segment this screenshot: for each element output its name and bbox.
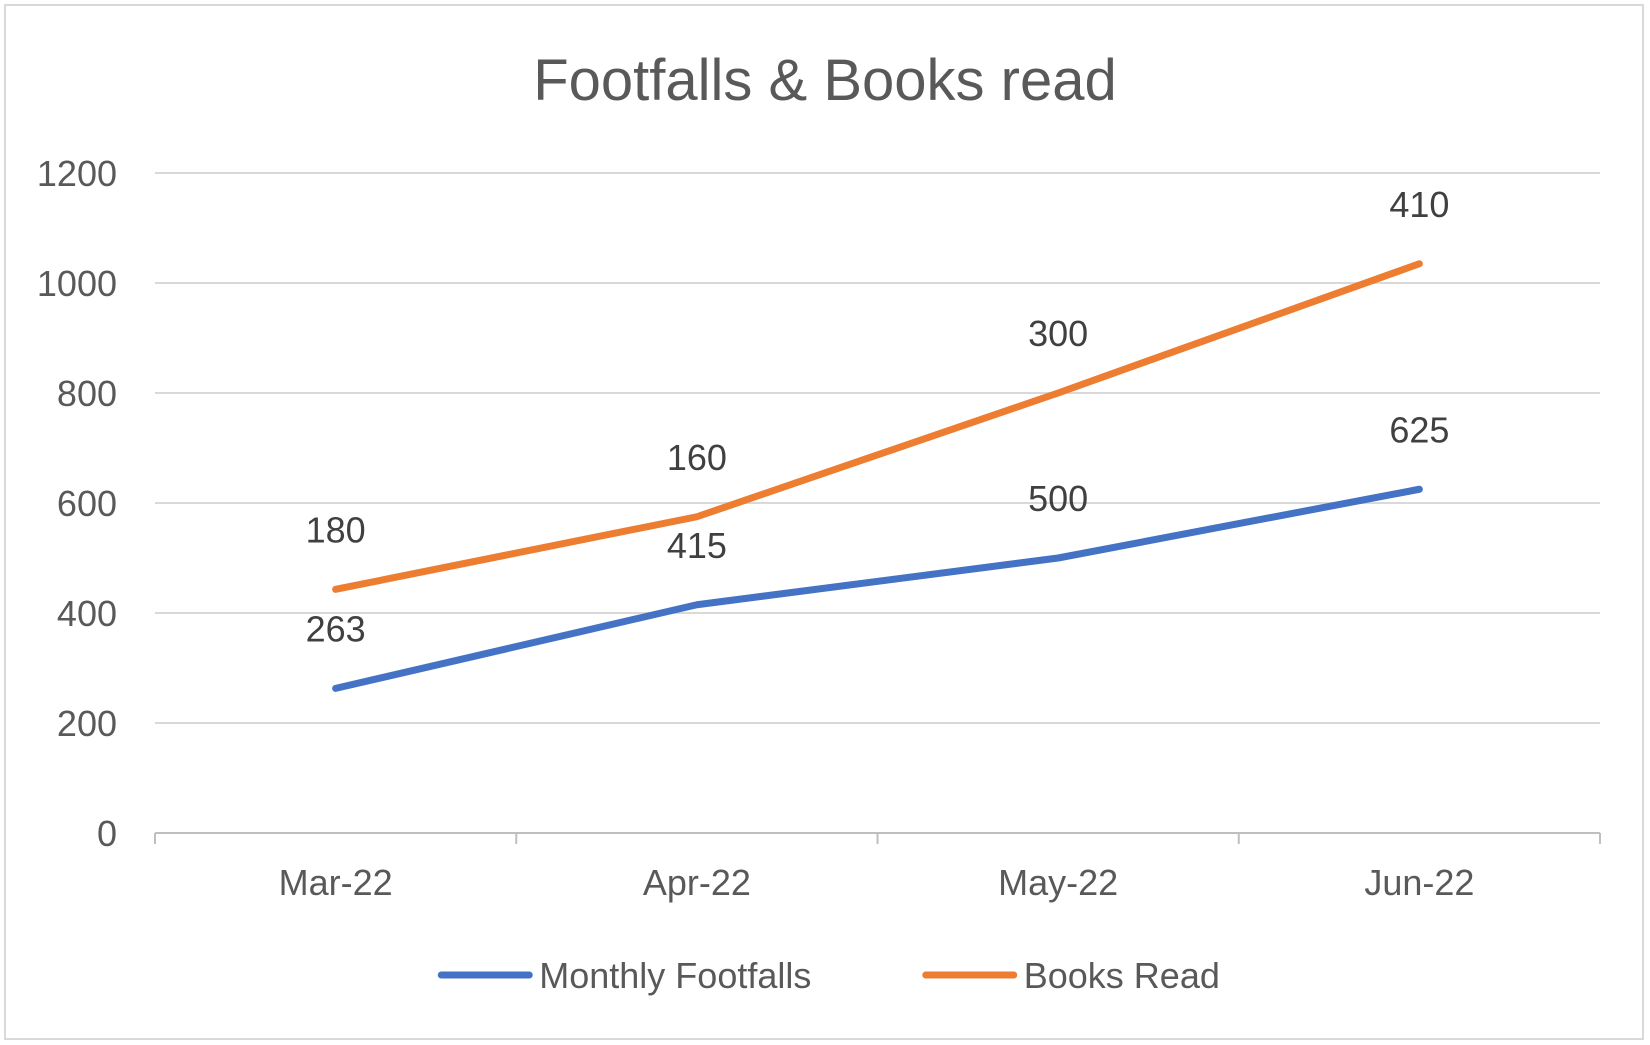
data-point [1418,263,1420,265]
data-label: 625 [1389,409,1449,450]
data-label: 500 [1028,478,1088,519]
series-lines [332,260,1423,692]
data-label: 263 [306,608,366,649]
chart-frame [4,4,1644,1040]
series-line-1 [332,260,1423,593]
data-point [696,516,698,518]
chart-title: Footfalls & Books read [533,48,1117,113]
data-labels: 263 415 500 625 180 160 300 410 [306,184,1450,650]
data-label: 160 [667,437,727,478]
y-tick-label: 600 [57,483,117,524]
data-point [696,604,698,606]
y-tick-label: 400 [57,593,117,634]
series-line-0 [332,485,1423,692]
y-axis-labels: 0 200 400 600 800 1000 1200 [37,153,117,854]
data-point [1057,392,1059,394]
legend-label: Monthly Footfalls [539,955,811,996]
x-axis [154,832,1601,844]
data-point [335,588,337,590]
x-axis-labels: Mar-22 Apr-22 May-22 Jun-22 [279,862,1475,903]
x-tick-label: May-22 [998,862,1118,903]
y-tick-label: 200 [57,703,117,744]
y-tick-label: 1200 [37,153,117,194]
data-label: 300 [1028,313,1088,354]
data-point [1057,557,1059,559]
data-label: 180 [306,509,366,550]
y-tick-label: 800 [57,373,117,414]
gridlines [155,172,1600,724]
y-tick-label: 1000 [37,263,117,304]
data-point [1418,488,1420,490]
data-label: 410 [1389,184,1449,225]
legend-label: Books Read [1024,955,1220,996]
y-tick-label: 0 [97,813,117,854]
data-label: 415 [667,525,727,566]
x-tick-label: Apr-22 [643,862,751,903]
legend: Monthly Footfalls Books Read [437,955,1220,996]
x-tick-label: Mar-22 [279,862,393,903]
data-point [335,687,337,689]
x-tick-label: Jun-22 [1364,862,1474,903]
